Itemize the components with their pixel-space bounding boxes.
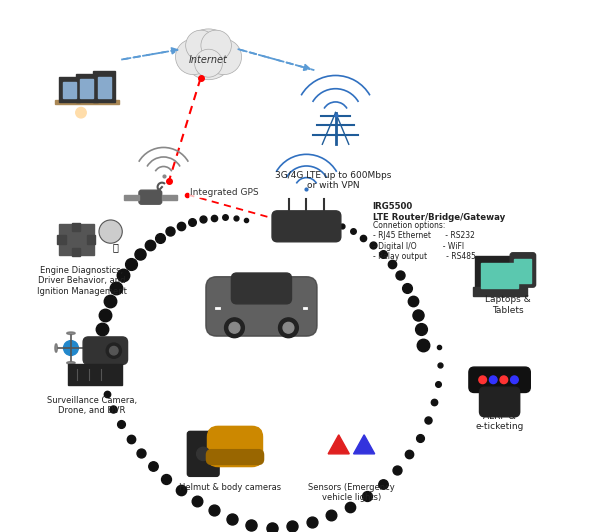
FancyBboxPatch shape bbox=[57, 235, 66, 244]
Text: Helmut & body cameras: Helmut & body cameras bbox=[179, 483, 281, 492]
Text: 3G/4G LTE up to 600Mbps
or with VPN: 3G/4G LTE up to 600Mbps or with VPN bbox=[275, 171, 391, 190]
Circle shape bbox=[63, 340, 78, 355]
FancyBboxPatch shape bbox=[55, 99, 119, 104]
Text: Sensors (Emergency
vehicle lights): Sensors (Emergency vehicle lights) bbox=[308, 483, 395, 502]
FancyBboxPatch shape bbox=[59, 224, 94, 255]
Circle shape bbox=[490, 376, 497, 384]
Text: ALRP &
e-ticketing: ALRP & e-ticketing bbox=[475, 412, 524, 431]
Circle shape bbox=[479, 376, 487, 384]
Text: Engine Diagnostics,
Driver Behavior, and
Ignition Management: Engine Diagnostics, Driver Behavior, and… bbox=[36, 266, 127, 296]
Circle shape bbox=[229, 322, 240, 333]
FancyBboxPatch shape bbox=[208, 426, 263, 467]
Circle shape bbox=[201, 30, 232, 61]
FancyBboxPatch shape bbox=[207, 450, 263, 464]
Circle shape bbox=[510, 376, 518, 384]
Polygon shape bbox=[353, 435, 375, 454]
Text: 🔑: 🔑 bbox=[113, 243, 119, 253]
Ellipse shape bbox=[67, 332, 75, 335]
FancyBboxPatch shape bbox=[98, 77, 110, 98]
Circle shape bbox=[195, 49, 223, 77]
Text: Surveillance Camera,
Drone, and DVR: Surveillance Camera, Drone, and DVR bbox=[47, 396, 137, 415]
Text: Internet: Internet bbox=[189, 55, 228, 64]
FancyBboxPatch shape bbox=[124, 195, 139, 200]
FancyBboxPatch shape bbox=[87, 235, 96, 244]
Circle shape bbox=[196, 447, 210, 461]
Circle shape bbox=[206, 39, 242, 74]
FancyBboxPatch shape bbox=[206, 277, 317, 336]
Circle shape bbox=[106, 343, 121, 358]
Circle shape bbox=[224, 318, 244, 338]
Circle shape bbox=[176, 39, 211, 74]
FancyBboxPatch shape bbox=[232, 273, 291, 304]
FancyBboxPatch shape bbox=[481, 263, 519, 288]
FancyBboxPatch shape bbox=[510, 253, 536, 287]
FancyBboxPatch shape bbox=[81, 79, 93, 98]
FancyBboxPatch shape bbox=[72, 248, 81, 256]
FancyBboxPatch shape bbox=[469, 367, 530, 393]
Text: Laptops &
Tablets: Laptops & Tablets bbox=[485, 295, 530, 314]
FancyBboxPatch shape bbox=[515, 259, 531, 283]
FancyBboxPatch shape bbox=[94, 71, 115, 102]
Circle shape bbox=[99, 220, 122, 243]
Text: Connetion options:
- RJ45 Ethernet      - RS232
- Digital I/O           - WiFI
-: Connetion options: - RJ45 Ethernet - RS2… bbox=[373, 221, 475, 261]
FancyBboxPatch shape bbox=[72, 222, 81, 231]
FancyBboxPatch shape bbox=[139, 190, 162, 204]
Circle shape bbox=[76, 107, 86, 118]
Ellipse shape bbox=[67, 362, 75, 364]
FancyBboxPatch shape bbox=[59, 77, 80, 102]
FancyBboxPatch shape bbox=[83, 337, 128, 364]
Polygon shape bbox=[328, 435, 349, 454]
Ellipse shape bbox=[85, 344, 87, 352]
FancyBboxPatch shape bbox=[479, 387, 520, 417]
Circle shape bbox=[186, 30, 216, 61]
FancyBboxPatch shape bbox=[162, 195, 177, 200]
Circle shape bbox=[110, 346, 118, 355]
Text: IRG5500
LTE Router/Bridge/Gateway: IRG5500 LTE Router/Bridge/Gateway bbox=[373, 203, 505, 222]
FancyBboxPatch shape bbox=[187, 431, 219, 476]
FancyBboxPatch shape bbox=[76, 73, 97, 102]
FancyBboxPatch shape bbox=[472, 287, 527, 296]
Ellipse shape bbox=[55, 344, 57, 352]
Circle shape bbox=[500, 376, 507, 384]
FancyBboxPatch shape bbox=[272, 211, 341, 242]
Text: Integrated GPS: Integrated GPS bbox=[190, 188, 259, 197]
Circle shape bbox=[183, 29, 234, 80]
FancyBboxPatch shape bbox=[475, 256, 525, 293]
Circle shape bbox=[283, 322, 294, 333]
Circle shape bbox=[279, 318, 298, 338]
FancyBboxPatch shape bbox=[63, 81, 76, 98]
FancyBboxPatch shape bbox=[68, 364, 122, 385]
